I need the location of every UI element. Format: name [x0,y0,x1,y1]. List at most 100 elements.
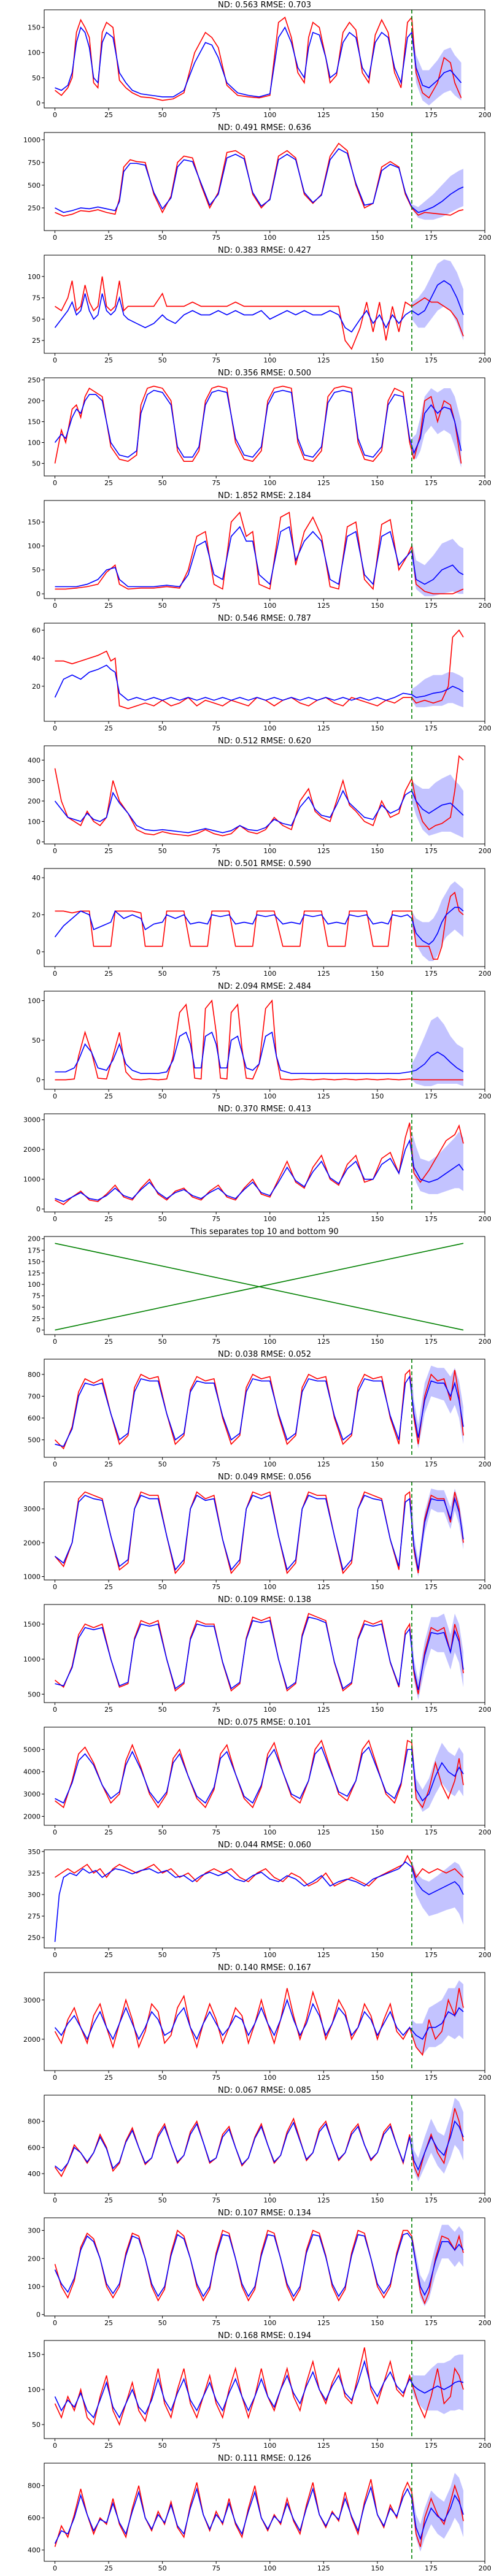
x-tick-label: 125 [317,2564,330,2572]
confidence-band [411,1740,463,1812]
x-tick-label: 150 [371,1092,384,1100]
subplot-title: ND: 0.501 RMSE: 0.590 [218,859,311,868]
y-tick-label: 100 [28,2386,41,2394]
x-tick-label: 150 [371,602,384,610]
x-tick-label: 200 [479,2074,491,2082]
x-tick-label: 150 [371,970,384,978]
axes-frame [44,1727,485,1826]
target-line [55,891,464,960]
x-tick-label: 125 [317,2074,330,2082]
x-tick-label: 125 [317,970,330,978]
x-tick-label: 75 [212,2564,220,2572]
x-tick-label: 200 [479,2196,491,2204]
plot-area [54,1972,464,2071]
x-tick-label: 175 [425,602,438,610]
y-tick-label: 25 [32,1315,41,1323]
x-tick-label: 100 [263,2319,276,2327]
x-tick-label: 175 [425,479,438,487]
x-tick-label: 25 [104,2074,113,2082]
forecast-line [54,789,464,834]
plot-area [54,1482,464,1580]
y-tick-label: 250 [28,204,41,212]
forecast-line [54,2485,464,2544]
subplot-title: This separates top 10 and bottom 90 [190,1227,338,1236]
plot-area [55,1604,464,1703]
y-tick-label: 50 [32,315,41,323]
x-tick-label: 25 [104,1828,113,1836]
y-tick-label: 0 [36,590,41,598]
subplot-title: ND: 0.067 RMSE: 0.085 [218,2086,311,2095]
x-tick-label: 75 [212,2074,220,2082]
plot-area [54,2340,464,2439]
forecast-line [55,526,464,588]
y-tick-label: 200 [28,1235,41,1243]
x-tick-label: 175 [425,1951,438,1959]
y-tick-label: 50 [32,1303,41,1311]
x-tick-label: 0 [53,1338,57,1346]
y-tick-label: 50 [32,74,41,82]
subplot-11: This separates top 10 and bottom 90 0 25 50… [28,1227,491,1346]
y-tick-label: 300 [28,2227,41,2235]
forecast-line [55,1616,464,1690]
x-tick-label: 200 [479,847,491,855]
x-tick-label: 100 [263,1460,276,1468]
x-tick-label: 125 [317,111,330,119]
subplot-title: ND: 0.109 RMSE: 0.138 [218,1595,311,1604]
x-tick-label: 100 [263,847,276,855]
forecast-line [54,389,462,458]
x-tick-label: 125 [317,602,330,610]
target-line [55,1122,464,1205]
confidence-band [411,1980,463,2055]
x-tick-label: 150 [371,2074,384,2082]
y-tick-label: 1000 [23,136,41,144]
subplot-2: ND: 0.491 RMSE: 0.636 0 25 50 75 100 125 150 175… [23,123,491,242]
x-tick-label: 175 [425,2564,438,2572]
y-tick-label: 500 [28,1436,41,1444]
y-tick-label: 400 [28,756,41,764]
x-tick-label: 175 [425,1828,438,1836]
subplot-5: ND: 1.852 RMSE: 2.184 0 25 50 75 100 125 150 175… [28,491,491,610]
x-tick-label: 125 [317,1828,330,1836]
x-tick-label: 175 [425,111,438,119]
y-tick-label: 100 [28,1281,41,1289]
x-tick-label: 150 [371,1215,384,1223]
x-tick-label: 50 [158,2564,167,2572]
confidence-band [411,169,463,220]
x-tick-label: 0 [53,1951,57,1959]
x-tick-label: 25 [104,1338,113,1346]
x-tick-label: 150 [371,1951,384,1959]
x-tick-label: 75 [212,1338,220,1346]
x-tick-label: 25 [104,724,113,732]
x-tick-label: 75 [212,1828,220,1836]
x-tick-label: 75 [212,724,220,732]
axes-frame [44,2095,485,2194]
subplot-title: ND: 0.512 RMSE: 0.620 [218,737,311,746]
y-tick-label: 100 [28,997,41,1005]
subplot-title: ND: 0.356 RMSE: 0.500 [218,369,311,378]
y-tick-label: 0 [36,838,41,846]
x-tick-label: 75 [212,2442,220,2450]
y-tick-label: 100 [28,2283,41,2291]
x-tick-label: 75 [212,970,220,978]
x-tick-label: 175 [425,2442,438,2450]
y-tick-label: 700 [28,1392,41,1400]
x-tick-label: 0 [53,1706,57,1714]
x-tick-label: 50 [158,1215,167,1223]
x-tick-label: 50 [158,2442,167,2450]
x-tick-label: 50 [158,111,167,119]
x-tick-label: 25 [104,111,113,119]
confidence-band [411,2098,463,2182]
x-tick-label: 175 [425,1460,438,1468]
x-tick-label: 100 [263,1706,276,1714]
confidence-band [411,1613,463,1700]
x-tick-label: 75 [212,356,220,364]
x-tick-label: 0 [53,1828,57,1836]
x-tick-label: 100 [263,1092,276,1100]
subplot-8: ND: 0.501 RMSE: 0.590 0 25 50 75 100 125 150 175… [32,859,491,978]
forecast-line [55,2120,464,2172]
x-tick-label: 200 [479,1215,491,1223]
target-line [54,1988,464,2057]
axes-frame [44,255,485,354]
y-tick-label: 300 [28,1891,41,1899]
